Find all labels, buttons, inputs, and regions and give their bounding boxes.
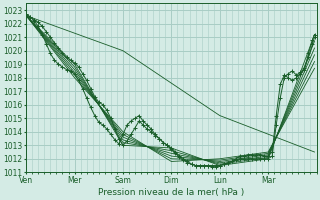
X-axis label: Pression niveau de la mer( hPa ): Pression niveau de la mer( hPa ): [98, 188, 244, 197]
